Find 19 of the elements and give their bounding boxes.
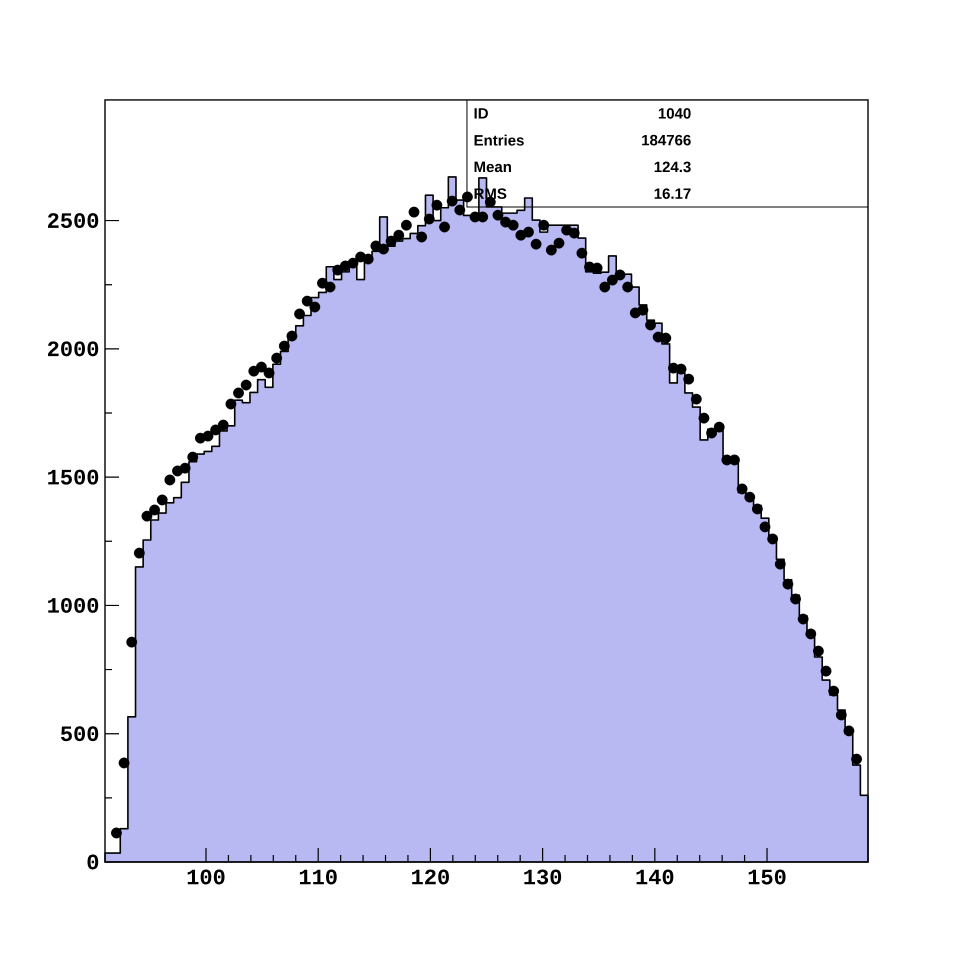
x-tick-label: 140 xyxy=(636,870,674,884)
annotation: 1040 xyxy=(658,108,691,119)
annotation: 16.17 xyxy=(654,188,691,199)
y-tick-label: 2000 xyxy=(48,341,98,356)
x-tick-label: 110 xyxy=(300,870,337,884)
y-tick-label: 500 xyxy=(60,726,98,742)
y-tick-label: 2500 xyxy=(48,213,98,228)
annotation: Entries xyxy=(474,134,524,146)
y-tick-label: 1500 xyxy=(48,470,98,485)
annotation: 124.3 xyxy=(654,162,691,172)
y-tick-label: 1000 xyxy=(48,598,98,613)
x-tick-label: 130 xyxy=(524,870,562,884)
annotation: ID xyxy=(474,108,488,119)
annotation: Mean xyxy=(474,162,511,172)
x-tick-label: 100 xyxy=(188,870,225,884)
annotation: 184766 xyxy=(642,134,691,146)
x-tick-label: 120 xyxy=(412,870,449,884)
y-tick-label: 0 xyxy=(88,854,98,870)
x-tick-label: 150 xyxy=(748,870,786,884)
